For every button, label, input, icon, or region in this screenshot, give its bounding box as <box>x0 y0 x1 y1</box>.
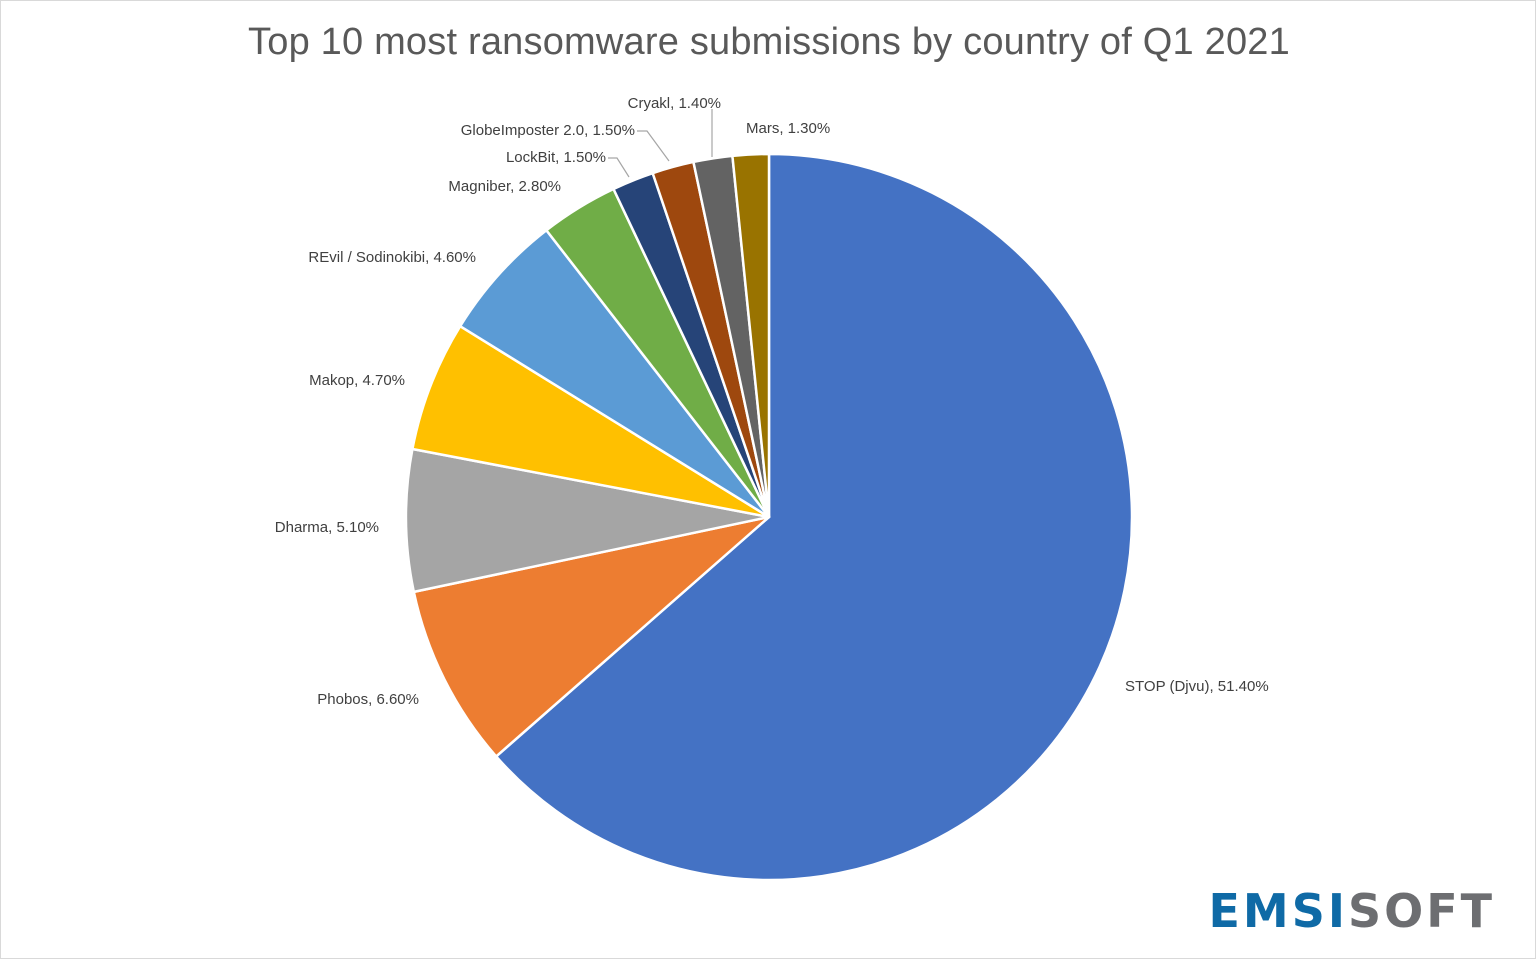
pie-slices <box>404 152 1134 882</box>
emsisoft-logo: EMSISOFT <box>1209 888 1496 934</box>
pie-slice-revil-sodinokibi <box>458 229 771 519</box>
data-label-magniber: Magniber, 2.80% <box>448 178 561 195</box>
pie-slice-dharma <box>404 447 771 594</box>
pie-slice-phobos <box>412 515 771 758</box>
logo-text-soft: SOFT <box>1347 884 1495 938</box>
data-label-stop-djvu: STOP (Djvu), 51.40% <box>1125 678 1269 695</box>
data-labels: STOP (Djvu), 51.40% Phobos, 6.60% Dharma, … <box>275 95 1269 708</box>
data-label-dharma: Dharma, 5.10% <box>275 519 379 536</box>
data-label-revil-sodinokibi: REvil / Sodinokibi, 4.60% <box>308 249 476 266</box>
pie-slice-mars <box>731 152 771 519</box>
logo-text-emsi: EMSI <box>1208 884 1348 938</box>
data-label-phobos: Phobos, 6.60% <box>317 691 419 708</box>
data-label-globeimposter-2-0: GlobeImposter 2.0, 1.50% <box>461 122 635 139</box>
data-label-cryakl: Cryakl, 1.40% <box>628 95 721 112</box>
chart-title: Top 10 most ransomware submissions by co… <box>248 21 1290 63</box>
leader-line-lockbit <box>608 157 630 178</box>
leader-lines <box>608 109 713 178</box>
data-label-mars: Mars, 1.30% <box>746 120 830 137</box>
leader-line-globeimposter-2-0 <box>637 130 670 162</box>
pie-slice-stop-djvu <box>494 152 1134 882</box>
data-label-makop: Makop, 4.70% <box>309 372 405 389</box>
pie-slice-makop <box>411 324 771 519</box>
data-label-lockbit: LockBit, 1.50% <box>506 149 606 166</box>
